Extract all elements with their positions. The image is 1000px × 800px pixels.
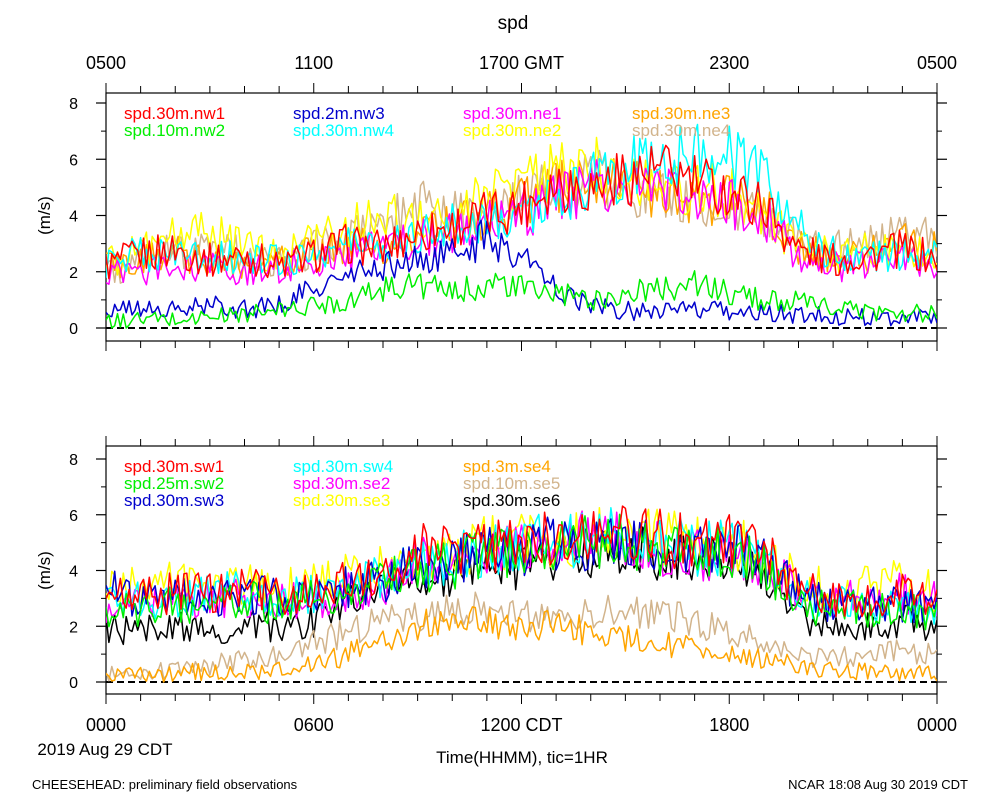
series-line-spd-25m-sw2 <box>106 513 937 631</box>
legend-label-spd-30m-sw1: spd.30m.sw1 <box>124 457 224 476</box>
y-tick-label: 8 <box>69 452 78 469</box>
series-line-spd-30m-ne3 <box>106 158 937 279</box>
top-axis-label: 1700 GMT <box>479 53 564 73</box>
bottom-axis-label: 1200 CDT <box>480 715 562 735</box>
legend-label-spd-10m-nw2: spd.10m.nw2 <box>124 121 225 140</box>
bottom-axis-label: 1800 <box>709 715 749 735</box>
y-tick-label: 0 <box>69 321 78 338</box>
x-axis-title: Time(HHMM), tic=1HR <box>436 748 608 767</box>
series-line-spd-10m-nw2 <box>106 270 937 329</box>
legend-label-spd-3m-se4: spd.3m.se4 <box>463 457 551 476</box>
bottom-axis-label: 0600 <box>294 715 334 735</box>
top-gmt-axis: 0500 1100 1700 GMT 2300 0500 <box>86 53 957 73</box>
y-tick-label: 8 <box>69 96 78 113</box>
legend-label-spd-30m-ne1: spd.30m.ne1 <box>463 104 561 123</box>
legend-label-spd-30m-se6: spd.30m.se6 <box>463 491 560 510</box>
legend-label-spd-30m-ne4: spd.30m.ne4 <box>632 121 730 140</box>
y-tick-label: 4 <box>69 564 78 581</box>
y-tick-label: 2 <box>69 265 78 282</box>
legend-label-spd-30m-se2: spd.30m.se2 <box>293 474 390 493</box>
series-line-spd-30m-sw1 <box>106 505 937 618</box>
top-axis-label: 0500 <box>917 53 957 73</box>
chart-title: spd <box>498 13 529 34</box>
series-line-spd-3m-se4 <box>106 606 937 683</box>
legend-label-spd-25m-sw2: spd.25m.sw2 <box>124 474 224 493</box>
bottom-panel: 02468(m/s)spd.30m.sw1spd.25m.sw2spd.30m.… <box>35 436 947 704</box>
legend-label-spd-30m-sw3: spd.30m.sw3 <box>124 491 224 510</box>
bottom-axis-label: 0000 <box>86 715 126 735</box>
legend-label-spd-30m-ne3: spd.30m.ne3 <box>632 104 730 123</box>
series-line-spd-30m-se2 <box>106 510 937 624</box>
series-line-spd-30m-nw1 <box>106 144 937 280</box>
y-tick-label: 0 <box>69 675 78 692</box>
y-axis-label: (m/s) <box>35 196 54 235</box>
footer-right: NCAR 18:08 Aug 30 2019 CDT <box>788 777 968 792</box>
date-label: 2019 Aug 29 CDT <box>37 740 172 759</box>
top-axis-label: 2300 <box>709 53 749 73</box>
legend-label-spd-2m-nw3: spd.2m.nw3 <box>293 104 385 123</box>
legend-label-spd-30m-ne2: spd.30m.ne2 <box>463 121 561 140</box>
y-tick-label: 2 <box>69 619 78 636</box>
legend-label-spd-30m-nw1: spd.30m.nw1 <box>124 104 225 123</box>
y-axis-label: (m/s) <box>35 551 54 590</box>
bottom-cdt-axis: 0000 0600 1200 CDT 1800 0000 <box>86 715 957 735</box>
footer-left: CHEESEHEAD: preliminary field observatio… <box>32 777 298 792</box>
legend-label-spd-10m-se5: spd.10m.se5 <box>463 474 560 493</box>
y-tick-label: 6 <box>69 152 78 169</box>
legend-label-spd-30m-nw4: spd.30m.nw4 <box>293 121 394 140</box>
legend-label-spd-30m-sw4: spd.30m.sw4 <box>293 457 393 476</box>
y-tick-label: 6 <box>69 508 78 525</box>
bottom-axis-label: 0000 <box>917 715 957 735</box>
top-axis-label: 0500 <box>86 53 126 73</box>
top-axis-label: 1100 <box>294 53 333 73</box>
y-tick-label: 4 <box>69 209 78 226</box>
legend-label-spd-30m-se3: spd.30m.se3 <box>293 491 390 510</box>
series-line-spd-2m-nw3 <box>106 219 937 327</box>
series-line-spd-10m-se5 <box>106 591 937 682</box>
